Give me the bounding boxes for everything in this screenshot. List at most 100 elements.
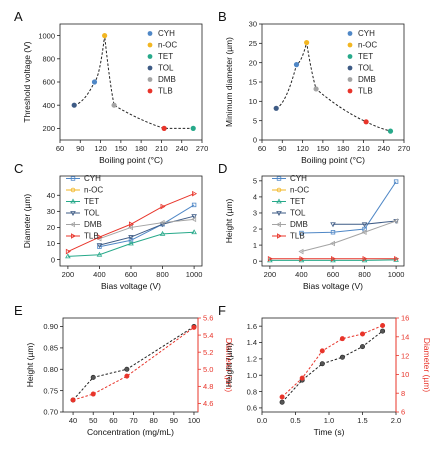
marker-DMB [298, 248, 304, 255]
marker-TLB [160, 203, 166, 210]
legend-label: DMB [84, 220, 102, 229]
x-tick-label: 120 [296, 144, 309, 153]
legend-label: TLB [358, 87, 373, 96]
marker-TOL [330, 222, 336, 228]
x-tick-label: 1.0 [324, 416, 334, 425]
y-tick-label: 0.85 [43, 344, 58, 353]
y-tick-label: 3 [253, 209, 257, 218]
panel-letter: A [14, 9, 23, 24]
x-tick-label: 240 [175, 144, 188, 153]
legend-label: DMB [290, 220, 308, 229]
data-point-height [359, 344, 365, 350]
y-tick-label: 10 [47, 239, 55, 248]
x-axis-label: Concentration (mg/mL) [87, 427, 174, 437]
marker-TOL [191, 214, 197, 220]
data-point-height [319, 361, 325, 367]
y-tick-label: 0 [253, 136, 257, 145]
legend-label: TET [84, 197, 99, 206]
marker-TOL [70, 211, 76, 217]
legend: CYH n-OC TET TOL DMB TLB [272, 174, 309, 241]
legend-label: TLB [290, 232, 305, 241]
marker-TET [361, 257, 368, 263]
series-line-diameter [281, 325, 383, 398]
x-tick-label: 1000 [186, 270, 203, 279]
panel-D: D 200 400 600 800 1000 0 1 2 3 4 5 Bias voltage (V) H… [218, 161, 404, 291]
marker-CYH [393, 179, 399, 184]
x-tick-label: 80 [149, 416, 157, 425]
x-tick-label: 180 [135, 144, 148, 153]
marker-CYH [299, 230, 304, 236]
legend-label: CYH [290, 174, 307, 183]
marker-TLB [299, 255, 305, 262]
legend-label: TET [358, 52, 373, 61]
trend-line [275, 42, 391, 132]
marker-DMB [191, 216, 197, 223]
data-point-diameter [380, 323, 386, 329]
marker-n-OC [70, 187, 76, 193]
series-line-DMB [99, 218, 195, 240]
data-point-TOL [71, 102, 77, 108]
legend-label: n-OC [158, 41, 177, 50]
y2-tick-label: 10 [401, 370, 409, 379]
y2-tick-label: 5.0 [203, 365, 213, 374]
marker-CYH [276, 176, 282, 181]
legend-marker-TOL [147, 65, 153, 71]
series-line-DMB [301, 220, 397, 253]
y2-tick-label: 5.4 [203, 331, 213, 340]
y-tick-label: 800 [42, 55, 55, 64]
legend: CYH n-OC TET TOL DMB TLB [347, 29, 377, 96]
series-line-TET [67, 231, 195, 257]
marker-TET [330, 257, 336, 263]
x-tick-label: 800 [358, 270, 371, 279]
x-tick-label: 1.5 [357, 416, 367, 425]
x-tick-label: 0.0 [257, 416, 267, 425]
y-axis-label: Diameter (µm) [22, 194, 32, 249]
x-tick-label: 800 [156, 270, 169, 279]
y-tick-label: 5 [253, 116, 257, 125]
x-tick-label: 1000 [388, 270, 405, 279]
y-tick-label: 0.80 [43, 365, 58, 374]
y-tick-label: 600 [42, 78, 55, 87]
y-axis-label: Minimum diameter (µm) [224, 37, 234, 127]
data-point-n-OC [304, 39, 310, 46]
y-tick-label: 1.2 [247, 355, 257, 364]
y-tick-label: 0.70 [43, 408, 58, 417]
legend-marker-TLB [347, 88, 353, 94]
x-axis-label: Boiling point (°C) [99, 155, 163, 165]
marker-DMB [361, 229, 367, 236]
x-tick-label: 60 [109, 416, 117, 425]
marker-TET [191, 229, 197, 235]
legend-marker-n-OC [347, 42, 353, 48]
marker-TET [276, 198, 282, 204]
y2-tick-label: 8 [401, 389, 405, 398]
marker-TLB [128, 221, 135, 227]
legend-label: CYH [358, 29, 375, 38]
legend-label: n-OC [358, 41, 377, 50]
x-tick-label: 180 [337, 144, 350, 153]
x-axis-label: Time (s) [314, 427, 345, 437]
y-axis-label: Threshold voltage (V) [22, 41, 32, 122]
marker-TLB [65, 248, 71, 255]
panel-C: C 200 400 600 800 1000 0 10 20 30 40 Bias voltage (… [14, 161, 202, 291]
x-tick-label: 400 [295, 270, 308, 279]
legend-label: DMB [358, 75, 376, 84]
marker-TLB [276, 233, 283, 239]
y-axis-label: Height (µm) [25, 343, 35, 388]
data-point-diameter [90, 391, 96, 397]
y-tick-label: 1.4 [247, 338, 257, 347]
y-tick-label: 25 [249, 39, 257, 48]
marker-TOL [128, 235, 134, 241]
panel-letter: E [14, 303, 23, 318]
data-point-height [90, 374, 96, 380]
y2-tick-label: 5.2 [203, 348, 213, 357]
y-tick-label: 20 [249, 58, 257, 67]
y-tick-label: 0.8 [247, 387, 257, 396]
legend-label: TET [158, 52, 173, 61]
marker-CYH [330, 230, 336, 235]
y-tick-label: 0.90 [43, 322, 58, 331]
data-point-TOL [273, 105, 279, 111]
data-point-CYH [91, 79, 98, 85]
legend-label: TOL [290, 209, 306, 218]
legend-marker-TET [347, 54, 353, 59]
panel-letter: C [14, 161, 23, 176]
